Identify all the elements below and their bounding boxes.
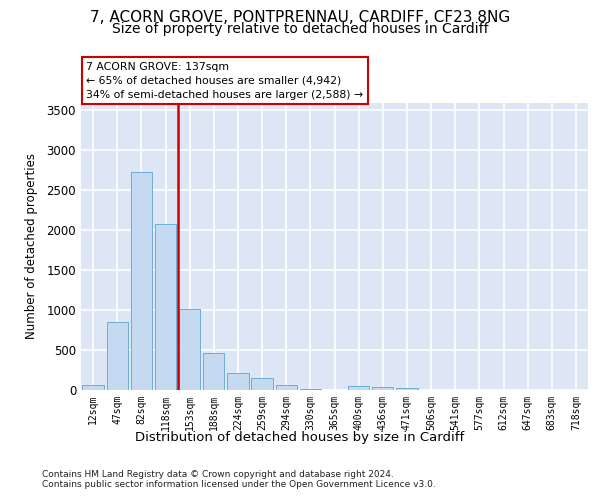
Bar bbox=[227, 373, 248, 390]
Y-axis label: Number of detached properties: Number of detached properties bbox=[25, 153, 38, 340]
Text: Size of property relative to detached houses in Cardiff: Size of property relative to detached ho… bbox=[112, 22, 488, 36]
Bar bbox=[397, 388, 418, 390]
Text: 7 ACORN GROVE: 137sqm
← 65% of detached houses are smaller (4,942)
34% of semi-d: 7 ACORN GROVE: 137sqm ← 65% of detached … bbox=[86, 62, 363, 100]
Bar bbox=[372, 387, 394, 390]
Bar bbox=[179, 310, 200, 390]
Bar bbox=[155, 224, 176, 390]
Bar bbox=[131, 172, 152, 390]
Text: Contains HM Land Registry data © Crown copyright and database right 2024.: Contains HM Land Registry data © Crown c… bbox=[42, 470, 394, 479]
Bar bbox=[82, 385, 104, 390]
Text: Distribution of detached houses by size in Cardiff: Distribution of detached houses by size … bbox=[136, 431, 464, 444]
Bar bbox=[203, 354, 224, 390]
Bar bbox=[348, 386, 369, 390]
Bar bbox=[300, 389, 321, 390]
Bar bbox=[275, 385, 297, 390]
Text: 7, ACORN GROVE, PONTPRENNAU, CARDIFF, CF23 8NG: 7, ACORN GROVE, PONTPRENNAU, CARDIFF, CF… bbox=[90, 10, 510, 25]
Text: Contains public sector information licensed under the Open Government Licence v3: Contains public sector information licen… bbox=[42, 480, 436, 489]
Bar bbox=[251, 378, 272, 390]
Bar bbox=[107, 322, 128, 390]
